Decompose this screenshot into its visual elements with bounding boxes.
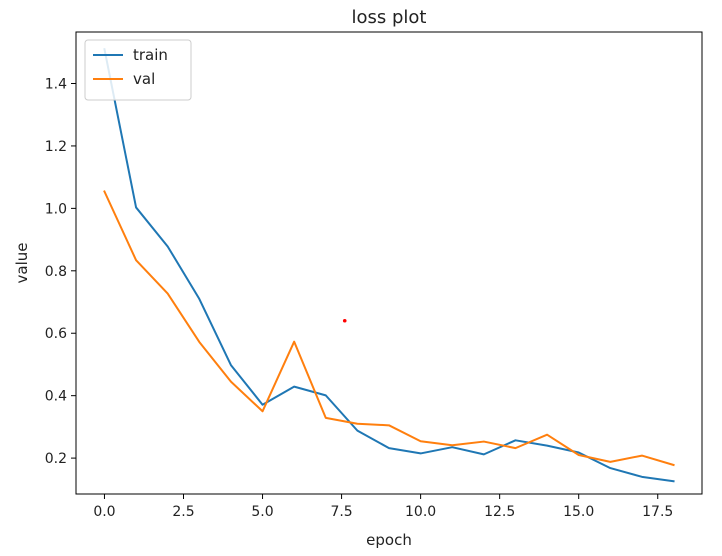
annotation-point [342,318,347,323]
x-tick-label: 17.5 [642,504,673,520]
y-tick-label: 1.2 [45,139,67,155]
x-tick-label: 15.0 [563,504,594,520]
series-line-val [103,190,675,467]
y-tick-label: 0.4 [45,389,67,405]
y-tick-label: 0.8 [45,264,67,280]
x-tick-label: 2.5 [172,504,194,520]
legend-label-val: val [133,70,155,88]
x-tick-label: 0.0 [93,504,115,520]
plot-area-frame [75,31,703,495]
series-line-train [103,47,675,483]
y-tick-label: 1.4 [45,77,67,93]
x-axis-label: epoch [366,531,412,549]
x-tick-label: 5.0 [251,504,273,520]
legend-label-train: train [133,46,168,64]
x-tick-label: 7.5 [330,504,352,520]
x-tick-label: 12.5 [484,504,515,520]
x-tick-label: 10.0 [405,504,436,520]
y-tick-label: 0.2 [45,451,67,467]
legend: train val [84,39,192,101]
y-tick-label: 0.6 [45,326,67,342]
y-axis-label: value [13,243,31,284]
y-tick-label: 1.0 [45,201,67,217]
chart-title: loss plot [352,7,427,28]
